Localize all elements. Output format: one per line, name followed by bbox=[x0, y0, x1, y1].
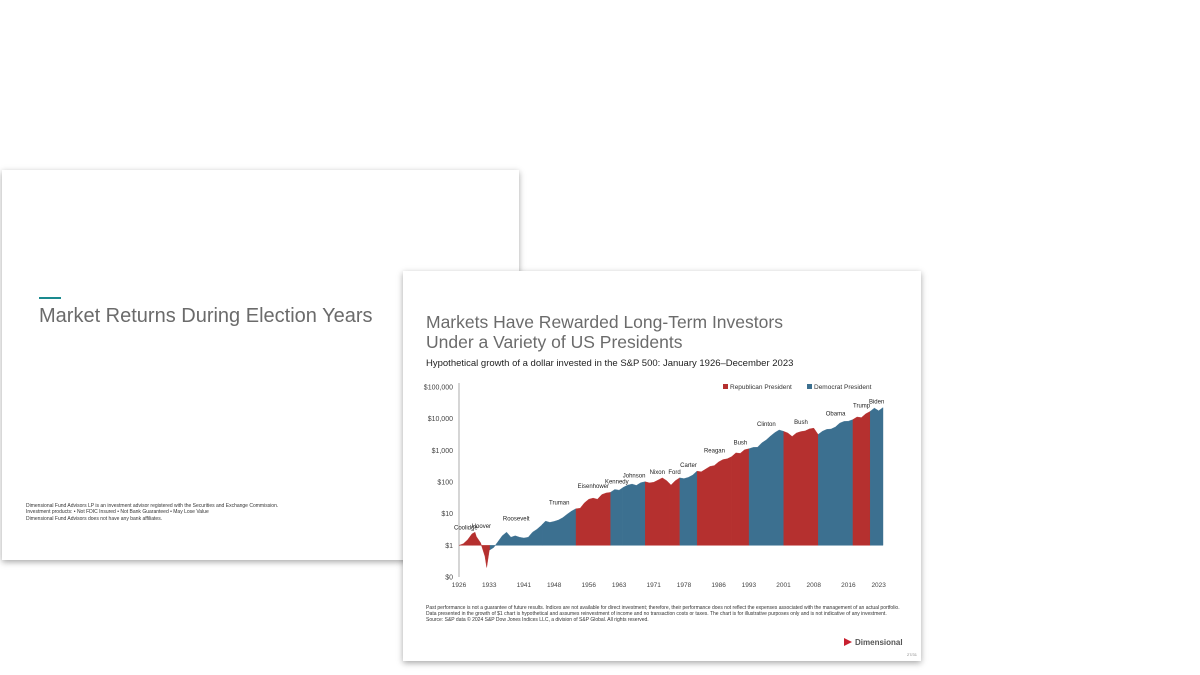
presidency-area-reagan bbox=[696, 456, 732, 546]
x-tick-label: 1956 bbox=[582, 582, 597, 589]
chart-slide-title: Markets Have Rewarded Long-Term Investor… bbox=[426, 312, 846, 352]
presidency-area-clinton bbox=[748, 429, 784, 546]
y-tick-label: $10 bbox=[441, 511, 453, 518]
president-label: Bush bbox=[794, 420, 808, 426]
slide-title: Market Returns During Election Years bbox=[39, 305, 373, 327]
y-tick-label: $100 bbox=[437, 480, 453, 487]
presidency-area-trump bbox=[852, 410, 871, 546]
title-line: Markets Have Rewarded Long-Term Investor… bbox=[426, 312, 783, 332]
president-label: Coolidge bbox=[454, 525, 478, 531]
title-accent-line bbox=[39, 297, 61, 299]
presidency-area-bush bbox=[783, 427, 819, 546]
legend-label: Republican President bbox=[730, 384, 792, 391]
play-logo-icon bbox=[844, 638, 852, 646]
president-label: Clinton bbox=[757, 422, 776, 428]
president-label: Eisenhower bbox=[578, 484, 609, 490]
dimensional-logo: Dimensional bbox=[843, 637, 903, 647]
disclaimer: Dimensional Fund Advisors LP is an inves… bbox=[26, 503, 278, 522]
presidency-area-truman bbox=[542, 508, 577, 546]
legend-swatch bbox=[807, 384, 812, 389]
president-label: Reagan bbox=[704, 448, 725, 454]
y-tick-label: $1,000 bbox=[432, 448, 454, 455]
x-tick-label: 1941 bbox=[517, 582, 532, 589]
page-number: 27/31 bbox=[906, 652, 917, 657]
x-tick-label: 2023 bbox=[871, 582, 886, 589]
x-tick-label: 1971 bbox=[646, 582, 661, 589]
president-label: Ford bbox=[668, 470, 680, 476]
x-tick-label: 1993 bbox=[742, 582, 757, 589]
x-tick-label: 1978 bbox=[677, 582, 692, 589]
disclaimer-line: Investment products: • Not FDIC Insured … bbox=[26, 509, 209, 516]
presidency-area-biden bbox=[870, 407, 884, 546]
presidency-area-johnson bbox=[622, 481, 646, 546]
logo-text: Dimensional bbox=[855, 637, 903, 647]
presidency-area-kennedy bbox=[610, 487, 624, 546]
x-tick-label: 1948 bbox=[547, 582, 562, 589]
presidency-area-bush bbox=[731, 448, 750, 546]
x-tick-label: 2008 bbox=[807, 582, 822, 589]
x-tick-label: 1933 bbox=[482, 582, 497, 589]
presidency-area-ford bbox=[669, 477, 681, 546]
y-tick-label: $100,000 bbox=[424, 385, 453, 392]
y-tick-label: $10,000 bbox=[428, 416, 453, 423]
growth-chart: $0 $1 $10 $100 $1,000 $10,000 $100,000 1926 1933… bbox=[424, 383, 886, 589]
x-tick-label: 1963 bbox=[612, 582, 627, 589]
president-label: Obama bbox=[826, 412, 846, 418]
chart-footnote: Past performance is not a guarantee of f… bbox=[426, 605, 900, 623]
president-label: Kennedy bbox=[605, 480, 629, 486]
presidency-area-hoover bbox=[472, 531, 491, 568]
disclaimer-line: Dimensional Fund Advisors LP is an inves… bbox=[26, 503, 279, 509]
president-label: Truman bbox=[549, 501, 569, 507]
legend-label: Democrat President bbox=[814, 384, 872, 391]
title-line: Under a Variety of US Presidents bbox=[426, 331, 683, 352]
president-label: Bush bbox=[734, 441, 748, 447]
x-tick-label: 2001 bbox=[776, 582, 791, 589]
president-label: Nixon bbox=[650, 470, 665, 476]
chart-subtitle: Hypothetical growth of a dollar invested… bbox=[426, 358, 794, 369]
president-label: Biden bbox=[869, 400, 884, 406]
x-tick-label: 1986 bbox=[711, 582, 726, 589]
x-tick-label: 2016 bbox=[841, 582, 856, 589]
presidency-area-carter bbox=[679, 470, 698, 546]
chart-slide: Markets Have Rewarded Long-Term Investor… bbox=[403, 271, 921, 661]
president-label: Carter bbox=[680, 463, 697, 469]
disclaimer-line: Dimensional Fund Advisors does not have … bbox=[26, 515, 163, 522]
president-label: Johnson bbox=[623, 474, 646, 480]
y-tick-label: $1 bbox=[445, 543, 453, 550]
presidency-area-nixon bbox=[645, 477, 670, 546]
y-tick-label: $0 bbox=[445, 575, 453, 582]
presidency-area-roosevelt bbox=[489, 523, 543, 551]
x-tick-label: 1926 bbox=[452, 582, 467, 589]
presidency-area-eisenhower bbox=[575, 491, 611, 546]
presidency-area-coolidge bbox=[458, 533, 473, 546]
legend-swatch bbox=[723, 384, 728, 389]
presidency-area-obama bbox=[818, 419, 854, 546]
president-label: Trump bbox=[853, 403, 871, 409]
president-label: Hoover bbox=[472, 524, 491, 530]
president-label: Roosevelt bbox=[503, 516, 530, 522]
